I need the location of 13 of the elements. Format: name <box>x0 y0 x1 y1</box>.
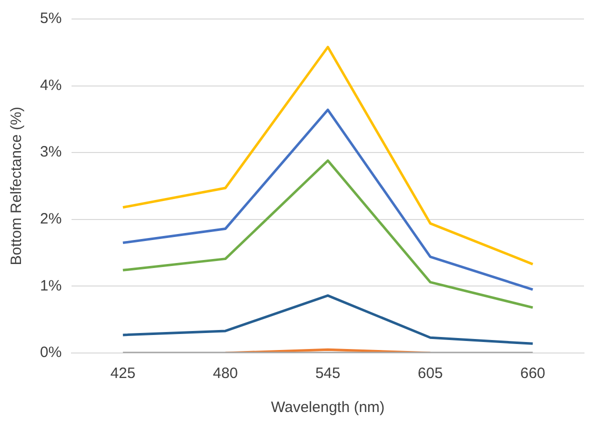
y-tick-label: 5% <box>40 10 62 28</box>
y-tick-label: 3% <box>40 144 62 161</box>
x-axis-title: Wavelength (nm) <box>271 399 385 416</box>
x-tick-label: 545 <box>315 365 340 382</box>
y-axis-title: Bottom Relfectance (%) <box>8 106 26 266</box>
y-tick-label: 2% <box>40 210 62 228</box>
y-tick-label: 1% <box>40 277 62 294</box>
x-tick-label: 660 <box>520 365 546 382</box>
x-tick-label: 425 <box>110 365 136 382</box>
y-tick-label: 4% <box>40 76 62 94</box>
y-tick-label: 0% <box>40 344 62 362</box>
x-tick-label: 480 <box>212 365 238 382</box>
x-tick-label: 605 <box>418 365 443 382</box>
